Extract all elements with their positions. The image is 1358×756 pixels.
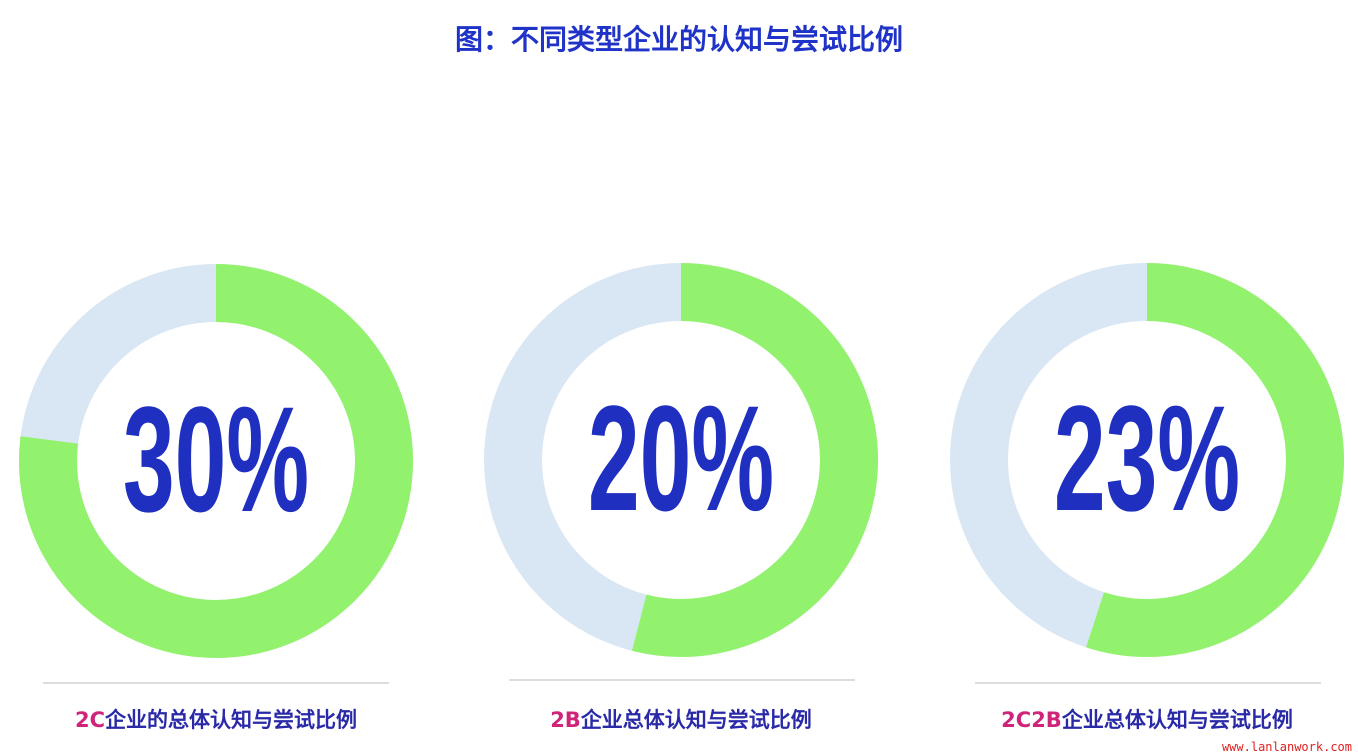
label-prefix: 2C	[74, 708, 106, 732]
donut-label-2c2b: 2C2B企业总体认知与尝试比例	[927, 704, 1358, 734]
donut-center-value: 23%	[1054, 375, 1240, 542]
chart-title: 图：不同类型企业的认知与尝试比例	[454, 23, 903, 56]
donut-center-value: 30%	[123, 376, 309, 543]
donut-filled-arc	[632, 263, 878, 657]
label-text: 企业的总体认知与尝试比例	[105, 708, 358, 732]
divider	[509, 679, 855, 681]
donut-filled-arc	[1086, 263, 1344, 657]
donut-center-value: 20%	[588, 375, 774, 542]
label-text: 企业总体认知与尝试比例	[1061, 708, 1293, 732]
label-prefix: 2B	[550, 708, 581, 732]
label-prefix: 2C2B	[1001, 708, 1062, 732]
divider	[43, 682, 389, 684]
donut-filled-arc	[19, 264, 413, 658]
watermark: www.lanlanwork.com	[1221, 740, 1352, 754]
divider	[975, 682, 1321, 684]
donut-label-2b: 2B企业总体认知与尝试比例	[461, 704, 901, 734]
donut-label-2c: 2C企业的总体认知与尝试比例	[0, 704, 436, 734]
label-text: 企业总体认知与尝试比例	[580, 708, 812, 732]
